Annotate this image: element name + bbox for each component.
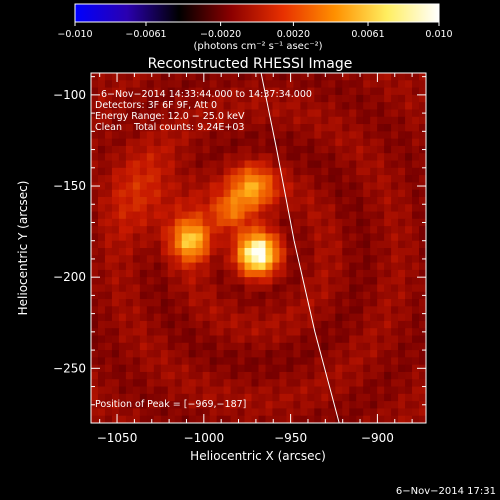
x-tick-label: −1000 <box>184 431 225 445</box>
timestamp: 6−Nov−2014 17:31 <box>396 486 496 497</box>
x-tick-label: −900 <box>361 431 394 445</box>
y-tick-label: −100 <box>53 88 86 102</box>
annotation-energy-range: Energy Range: 12.0 − 25.0 keV <box>95 111 245 122</box>
annotation-clean-counts: Clean Total counts: 9.24E+03 <box>95 122 244 133</box>
y-axis: −100 −150 −200 −250 <box>53 76 426 424</box>
heatmap-image <box>91 73 426 423</box>
colorbar-unit-label: (photons cm⁻² s⁻¹ asec⁻²) <box>193 41 322 52</box>
y-axis-label: Heliocentric Y (arcsec) <box>16 181 30 316</box>
x-axis: −1050 −1000 −950 −900 <box>97 73 413 445</box>
annotation-peak-position: Position of Peak = [−969,−187] <box>95 399 246 410</box>
x-axis-label: Heliocentric X (arcsec) <box>190 449 326 463</box>
x-tick-label: −950 <box>274 431 307 445</box>
colorbar-tick-label: −0.0020 <box>200 29 241 40</box>
colorbar-tick-label: 0.0020 <box>277 29 310 40</box>
solar-limb-line <box>260 73 340 423</box>
colorbar-tick-label: 0.010 <box>425 29 452 40</box>
plot-frame <box>90 72 427 424</box>
y-tick-label: −150 <box>53 179 86 193</box>
x-tick-label: −1050 <box>97 431 138 445</box>
annotation-detectors: Detectors: 3F 6F 9F, Att 0 <box>95 100 217 111</box>
annotation-time-range: 6−Nov−2014 14:33:44.000 to 14:37:34.000 <box>101 89 312 100</box>
y-tick-label: −200 <box>53 270 86 284</box>
colorbar-ticks: −0.010 −0.0061 −0.0020 0.0020 0.0061 0.010 <box>57 22 453 40</box>
colorbar-tick-label: −0.010 <box>57 29 92 40</box>
chart-title: Reconstructed RHESSI Image <box>148 56 353 72</box>
colorbar-tick-label: −0.0061 <box>125 29 166 40</box>
y-tick-label: −250 <box>53 361 86 375</box>
colorbar-tick-label: 0.0061 <box>351 29 384 40</box>
colorbar <box>74 3 440 23</box>
